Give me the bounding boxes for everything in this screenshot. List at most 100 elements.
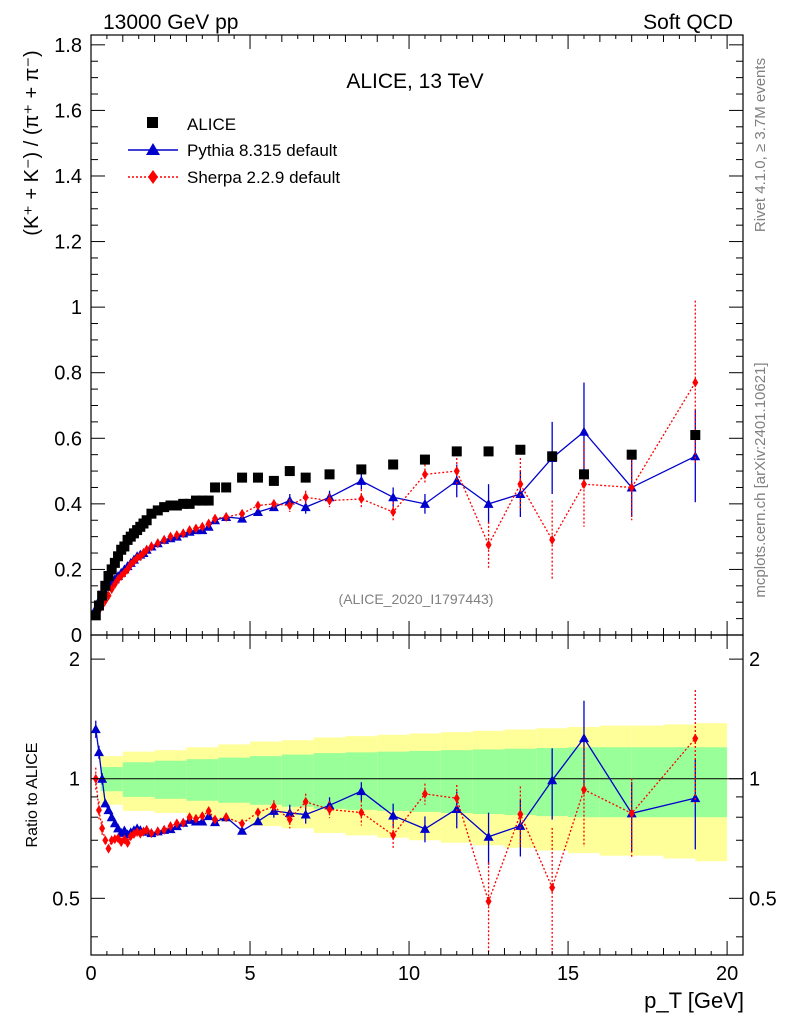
sherpa-ratio-point [180,817,187,828]
alice-point [103,570,114,581]
x-tick-label: 10 [398,963,420,985]
pythia-ratio-point [106,812,117,822]
alice-point [356,464,367,475]
sherpa-ratio-point [390,830,397,841]
y-tick-label: 0.2 [54,559,82,581]
alice-point [221,482,232,493]
alice-point [97,590,108,601]
sherpa-point [421,469,428,480]
alice-point [284,466,295,477]
ratio-band-inner [154,760,187,799]
y-tick-label: 0.6 [54,428,82,450]
ratio-plot-frame [90,634,744,956]
alice-point [300,472,311,483]
sherpa-ratio-point [239,818,246,829]
ratio-band-inner [695,747,728,818]
sherpa-ratio-point [692,733,699,744]
sherpa-ratio-point [326,804,333,815]
alice-point [165,500,176,511]
sherpa-point [453,466,460,477]
legend: ALICE Pythia 8.315 default Sherpa 2.2.9 … [128,115,340,187]
pythia-point [419,498,430,508]
sherpa-point [485,539,492,550]
sherpa-ratio-point [167,821,174,832]
x-tick-label: 5 [244,963,255,985]
pythia-ratio-point [252,816,263,826]
ratio-band-inner [631,747,664,818]
legend-pythia-marker [146,143,160,155]
legend-pythia-label: Pythia 8.315 default [187,141,338,160]
sherpa-ratio-point [453,793,460,804]
y-tick-label: 1.8 [54,35,82,57]
x-tick-label: 0 [85,963,96,985]
alice-point [146,508,157,519]
sherpa-ratio-point [154,826,161,837]
y-axis-label: (K⁺ + K⁻) / (π⁺ + π⁻) [21,50,43,235]
ratio-y-axis-label: Ratio to ALICE [24,743,41,848]
pythia-ratio-point [300,809,311,819]
sherpa-point [223,511,230,522]
sherpa-point [549,534,556,545]
y-tick-label: 0.4 [54,494,82,516]
axes-frame: 0 5 10 15 20 0 0.2 0.4 0.6 0.8 1 1.2 1.4 1.6 1.8 0.5 0.5… [52,34,777,985]
sherpa-ratio-point [102,835,109,846]
sherpa-ratio-point [143,825,150,836]
alice-point [100,580,111,591]
pythia-point [388,492,399,502]
alice-point [210,482,221,493]
x-tick-label: 15 [557,963,579,985]
ratio-band-inner [186,759,219,801]
pythia-ratio-point [103,805,114,815]
sherpa-ratio-point [421,788,428,799]
alice-point [690,430,701,440]
sherpa-ratio-point [105,843,112,854]
alice-point [106,564,117,575]
sherpa-point [270,498,277,509]
pythia-ratio-point [90,724,101,734]
sherpa-ratio-point [302,796,309,807]
alice-point [578,469,589,480]
sherpa-point [154,538,161,549]
sherpa-point [161,534,168,545]
sherpa-ratio-point [124,837,131,848]
sherpa-ratio-point [186,812,193,823]
alice-point [419,454,430,465]
alice-point [197,495,208,506]
sherpa-ratio-point [223,812,230,823]
sherpa-ratio-point [485,896,492,907]
ratio-band-inner [377,751,410,811]
sherpa-point [167,531,174,542]
ratio-uncertainty-band [91,723,743,862]
y-tick-label: 1.4 [54,166,82,188]
data-layer [90,300,701,955]
sherpa-point [124,564,131,575]
legend-alice-marker [147,117,158,128]
alice-point [268,475,279,486]
sherpa-point [192,523,199,534]
x-tick-label: 20 [716,963,738,985]
ratio-band-inner [472,749,505,815]
pythia-ratio-point [356,786,367,796]
legend-sherpa-label: Sherpa 2.2.9 default [187,168,340,187]
pythia-ratio-point [690,793,701,803]
plot-title: ALICE, 13 TeV [346,70,483,93]
alice-point [252,472,263,483]
ratio-band-inner [122,762,155,797]
rivet-version-label: Rivet 4.1.0, ≥ 3.7M events [752,58,769,232]
sherpa-point [239,508,246,519]
sherpa-ratio-point [254,807,261,818]
sherpa-ratio-point [199,811,206,822]
sherpa-point [302,492,309,503]
y-tick-label: 1.2 [54,232,82,254]
sherpa-point [205,518,212,529]
pythia-ratio-point [100,798,111,808]
alice-point [184,498,195,509]
ratio-band-inner [409,750,441,812]
alice-point [159,502,170,513]
pythia-ratio-point [93,747,104,757]
ratio-band-inner [281,754,314,807]
alice-point [324,469,335,480]
pythia-ratio-point [483,831,494,841]
pythia-ratio-point [515,820,526,830]
